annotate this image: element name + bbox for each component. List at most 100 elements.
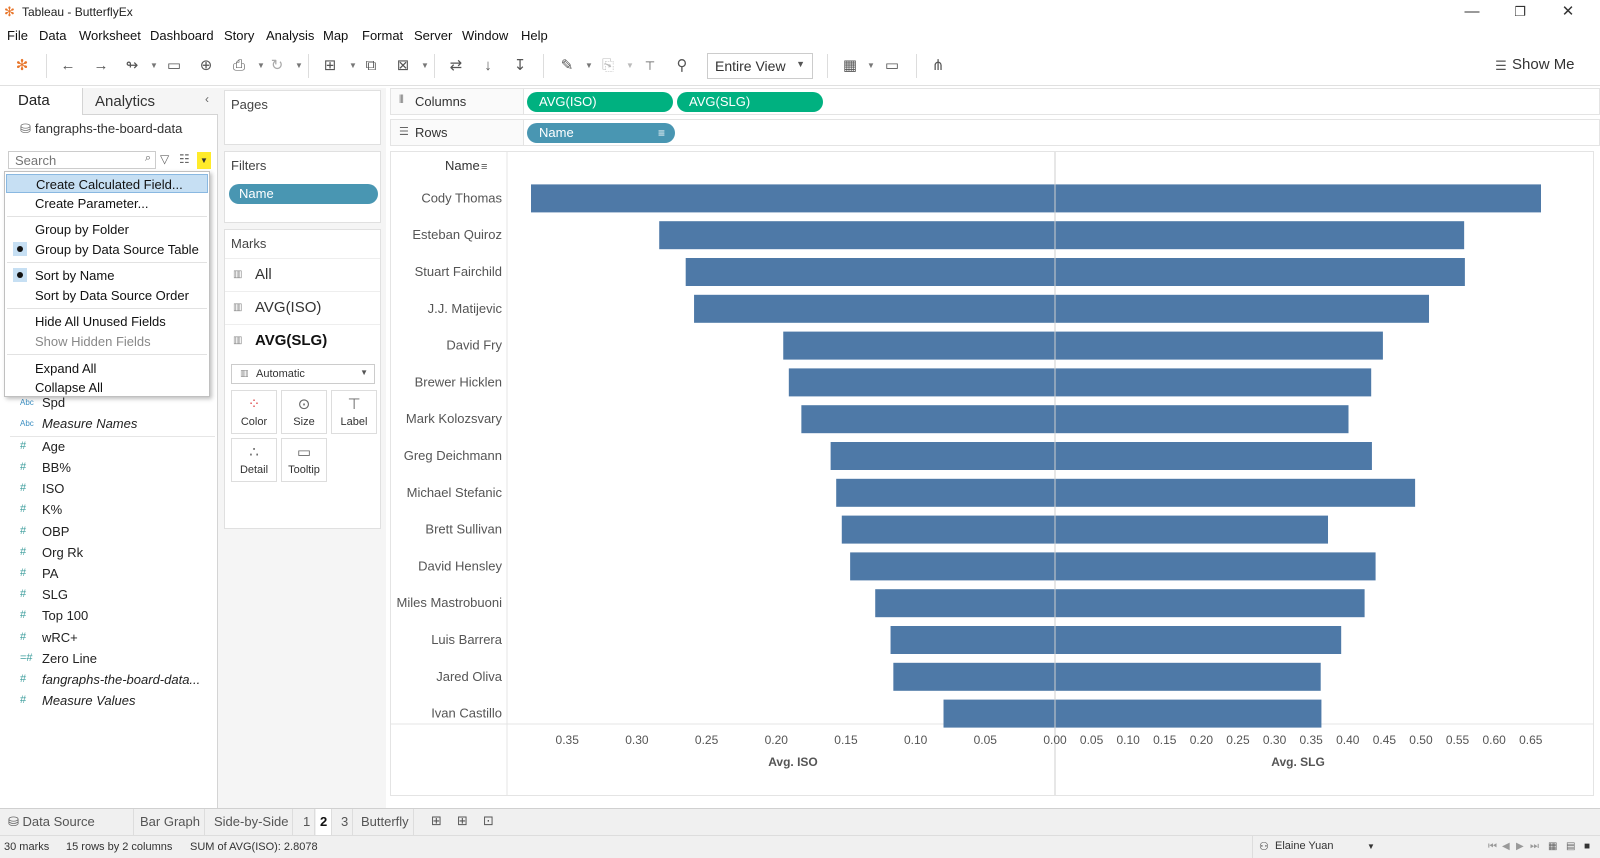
chevron-down-icon[interactable]: ▼ xyxy=(626,61,634,70)
menu-expand-all[interactable]: Expand All xyxy=(6,359,208,378)
color-button[interactable]: ⁘ Color xyxy=(231,390,277,434)
marks-row-avg-iso[interactable]: ▥ AVG(ISO) xyxy=(225,291,380,323)
menu-map[interactable]: Map xyxy=(323,28,349,43)
tab-bar-graph[interactable]: Bar Graph xyxy=(136,809,205,835)
chevron-down-icon[interactable]: ▼ xyxy=(295,61,303,70)
field-item[interactable]: # fangraphs-the-board-data... xyxy=(0,670,217,691)
menu-worksheet[interactable]: Worksheet xyxy=(79,28,141,43)
rows-shelf[interactable]: ☰ Rows Name ≡ xyxy=(390,119,1600,146)
size-button[interactable]: ⊙ Size xyxy=(281,390,327,434)
label-button[interactable]: ⊤ Label xyxy=(331,390,377,434)
undo-icon[interactable]: ← xyxy=(60,57,76,74)
show-me-button[interactable]: Show Me xyxy=(1512,56,1575,73)
tab-analytics[interactable]: Analytics ‹ xyxy=(82,88,218,115)
field-item[interactable]: # K% xyxy=(0,500,217,521)
detail-button[interactable]: ∴ Detail xyxy=(231,438,277,482)
pane-menu-button[interactable]: ▼ xyxy=(197,152,211,169)
field-item[interactable]: =# Zero Line xyxy=(0,649,217,670)
show-mark-labels-icon[interactable]: ⊤ xyxy=(644,59,656,73)
swap-rows-columns-icon[interactable]: ⇄ xyxy=(449,57,463,74)
filters-shelf[interactable]: Filters Name xyxy=(224,151,381,223)
search-input[interactable] xyxy=(15,152,135,168)
close-button[interactable]: ✕ xyxy=(1561,3,1575,20)
row-pill-name[interactable]: Name ≡ xyxy=(527,123,675,143)
chevron-down-icon[interactable]: ▼ xyxy=(349,61,357,70)
field-item[interactable]: # BB% xyxy=(0,458,217,479)
tooltip-button[interactable]: ▭ Tooltip xyxy=(281,438,327,482)
show-cards-icon[interactable]: ▦ xyxy=(842,57,858,74)
field-item[interactable]: # Age xyxy=(0,437,217,458)
menu-story[interactable]: Story xyxy=(224,28,255,43)
redo-icon[interactable]: → xyxy=(93,57,109,74)
search-box[interactable]: ⌕ xyxy=(8,151,156,169)
pause-updates-icon[interactable]: ⎙ xyxy=(232,57,245,74)
chevron-down-icon[interactable]: ▼ xyxy=(867,61,875,70)
fit-dropdown[interactable]: Entire View ▼ xyxy=(707,53,813,79)
datasource-item[interactable]: ⛁ fangraphs-the-board-data xyxy=(20,121,182,137)
menu-show-hidden-fields[interactable]: Show Hidden Fields xyxy=(6,332,208,351)
field-item[interactable]: # Measure Values xyxy=(0,691,217,712)
sheet-sorter-icon[interactable]: ▦ xyxy=(1548,841,1558,852)
user-menu[interactable]: ⚇ Elaine Yuan ▼ xyxy=(1252,835,1382,858)
chevron-down-icon[interactable]: ▼ xyxy=(257,61,265,70)
save-icon[interactable]: ▭ xyxy=(166,57,182,74)
filmstrip-icon[interactable]: ▤ xyxy=(1566,841,1576,852)
field-item[interactable]: # OBP xyxy=(0,522,217,543)
prev-sheet-icon[interactable]: ◀ xyxy=(1502,841,1510,852)
field-item[interactable]: # PA xyxy=(0,564,217,585)
share-icon[interactable]: ⋔ xyxy=(931,57,945,74)
mark-type-dropdown[interactable]: ▥ Automatic ▼ xyxy=(231,364,375,384)
marks-row-all[interactable]: ▥ All xyxy=(225,258,380,290)
menu-data[interactable]: Data xyxy=(39,28,67,43)
duplicate-sheet-icon[interactable]: ⧉ xyxy=(365,57,377,74)
tab-2[interactable]: 2 xyxy=(316,809,333,835)
replay-icon[interactable]: ↬ xyxy=(125,57,139,74)
tabs-view-icon[interactable]: ■ xyxy=(1584,841,1591,852)
field-item[interactable]: Abc Measure Names xyxy=(0,414,217,435)
view-options-icon[interactable]: ☷ xyxy=(179,152,190,166)
menu-format[interactable]: Format xyxy=(362,28,404,43)
field-item[interactable]: # wRC+ xyxy=(0,628,217,649)
new-datasource-icon[interactable]: ⊕ xyxy=(199,57,213,74)
group-members-icon[interactable]: ⎘ xyxy=(601,57,614,74)
menu-create-parameter[interactable]: Create Parameter... xyxy=(6,194,208,213)
first-sheet-icon[interactable]: ⏮ xyxy=(1488,841,1497,852)
menu-group-by-folder[interactable]: Group by Folder xyxy=(6,220,208,239)
filter-icon[interactable]: ▽ xyxy=(160,152,170,166)
pages-shelf[interactable]: Pages xyxy=(224,90,381,145)
fix-axes-icon[interactable]: ⚲ xyxy=(676,57,688,74)
minimize-button[interactable]: — xyxy=(1464,3,1480,20)
column-pill-avg-slg[interactable]: AVG(SLG) xyxy=(677,92,823,112)
menu-analysis[interactable]: Analysis xyxy=(266,28,315,43)
new-worksheet-icon[interactable]: ⊞ xyxy=(431,813,442,828)
tab-3[interactable]: 3 xyxy=(337,809,354,835)
next-sheet-icon[interactable]: ▶ xyxy=(1516,841,1524,852)
refresh-icon[interactable]: ↻ xyxy=(270,57,284,74)
menu-help[interactable]: Help xyxy=(521,28,548,43)
menu-dashboard[interactable]: Dashboard xyxy=(150,28,214,43)
field-item[interactable]: # Top 100 xyxy=(0,606,217,627)
highlight-icon[interactable]: ✎ xyxy=(560,57,574,74)
presentation-mode-icon[interactable]: ▭ xyxy=(884,57,900,74)
chevron-down-icon[interactable]: ▼ xyxy=(585,61,593,70)
menu-group-by-data-source-table[interactable]: Group by Data Source Table xyxy=(6,240,208,259)
menu-sort-by-name[interactable]: Sort by Name xyxy=(6,266,208,285)
menu-collapse-all[interactable]: Collapse All xyxy=(6,378,208,397)
menu-window[interactable]: Window xyxy=(462,28,509,43)
tab-butterfly[interactable]: Butterfly xyxy=(357,809,414,835)
field-item[interactable]: # ISO xyxy=(0,479,217,500)
chevron-down-icon[interactable]: ▼ xyxy=(421,61,429,70)
tab-data-source[interactable]: ⛁ Data Source xyxy=(4,809,134,835)
sort-ascending-icon[interactable]: ↓ xyxy=(484,57,492,74)
new-dashboard-icon[interactable]: ⊞ xyxy=(457,813,468,828)
chevron-down-icon[interactable]: ▼ xyxy=(150,61,158,70)
clear-sheet-icon[interactable]: ⊠ xyxy=(396,57,410,74)
last-sheet-icon[interactable]: ⏭ xyxy=(1530,841,1539,852)
menu-create-calculated-field[interactable]: Create Calculated Field... xyxy=(6,174,208,193)
sort-descending-icon[interactable]: ↧ xyxy=(513,57,527,74)
marks-row-avg-slg[interactable]: ▥ AVG(SLG) xyxy=(225,324,380,356)
collapse-pane-icon[interactable]: ‹ xyxy=(205,92,209,106)
tab-side-by-side[interactable]: Side-by-Side xyxy=(210,809,294,835)
menu-hide-all-unused-fields[interactable]: Hide All Unused Fields xyxy=(6,312,208,331)
new-story-icon[interactable]: ⊡ xyxy=(483,813,494,828)
